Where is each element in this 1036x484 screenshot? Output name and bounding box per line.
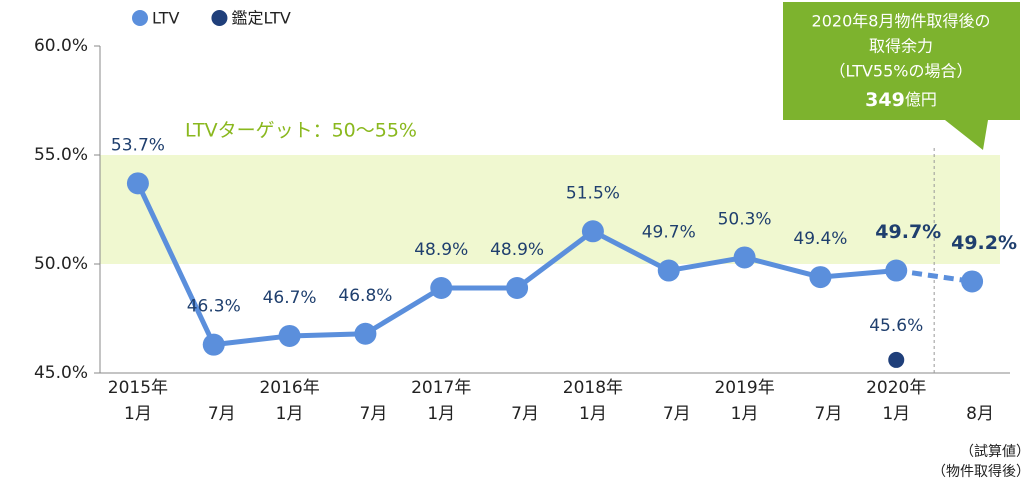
- legend-marker: [211, 10, 228, 26]
- x-tick-label: 1月: [124, 404, 152, 424]
- legend-label: 鑑定LTV: [231, 9, 290, 28]
- callout-line: 取得余力: [869, 37, 933, 56]
- value-label: 49.4%: [793, 229, 847, 249]
- x-tick-label: 1月: [427, 404, 455, 424]
- legend-marker: [132, 10, 148, 26]
- x-tick-label: 1月: [731, 404, 759, 424]
- x-tick-label: 7月: [815, 404, 843, 424]
- x-tick-label: 2019年: [714, 378, 774, 398]
- point: [278, 324, 301, 347]
- y-tick-label: 50.0%: [34, 254, 88, 274]
- value-label: 49.7%: [642, 223, 696, 243]
- note: （物件取得後）: [932, 463, 1030, 480]
- callout-amount: 349億円: [865, 89, 937, 111]
- point: [733, 246, 756, 269]
- value-label: 48.9%: [414, 240, 468, 260]
- value-label: 51.5%: [566, 183, 620, 203]
- point: [809, 266, 832, 289]
- point: [126, 172, 149, 195]
- note: （試算値）: [960, 444, 1030, 460]
- x-tick-label: 7月: [663, 404, 691, 424]
- value-label: 46.3%: [187, 297, 241, 317]
- x-tick-label: 1月: [579, 404, 607, 424]
- value-label: 46.7%: [263, 288, 317, 308]
- y-tick-label: 45.0%: [34, 363, 88, 383]
- x-tick-label: 2016年: [259, 378, 319, 398]
- line-projected: [895, 268, 973, 284]
- point: [202, 333, 225, 356]
- x-tick-label: 8月: [966, 404, 994, 424]
- x-tick-label: 2017年: [411, 378, 471, 398]
- point: [581, 220, 604, 243]
- point: [430, 276, 453, 299]
- point: [657, 259, 680, 282]
- x-tick-label: 7月: [511, 404, 539, 424]
- target-band: [100, 155, 1000, 264]
- point: [354, 322, 377, 345]
- value-label: 49.2%: [951, 232, 1017, 254]
- x-tick-label: 7月: [360, 404, 388, 424]
- value-label: 46.8%: [338, 286, 392, 306]
- callout-line: 2020年8月物件取得後の: [812, 12, 991, 31]
- value-label: 49.7%: [875, 221, 941, 243]
- callout-number: 349: [865, 89, 905, 111]
- callout-box: [783, 2, 1020, 150]
- target-label: LTVターゲット：50〜55%: [185, 120, 417, 142]
- callout-line: （LTV55%の場合）: [830, 62, 973, 81]
- x-tick-label: 2018年: [563, 378, 623, 398]
- y-tick-label: 55.0%: [34, 145, 88, 165]
- value-label: 48.9%: [490, 240, 544, 260]
- point: [888, 351, 905, 368]
- x-tick-label: 7月: [208, 404, 236, 424]
- x-tick-label: 2015年: [108, 378, 168, 398]
- callout-unit: 億円: [905, 90, 937, 109]
- y-tick-label: 60.0%: [34, 36, 88, 56]
- value-label: 50.3%: [718, 209, 772, 229]
- point: [885, 259, 908, 282]
- value-label: 45.6%: [869, 316, 923, 336]
- point: [506, 276, 529, 299]
- x-tick-label: 1月: [276, 404, 304, 424]
- point: [961, 270, 984, 293]
- value-label: 53.7%: [111, 135, 165, 155]
- x-tick-label: 2020年: [866, 378, 926, 398]
- x-tick-label: 1月: [882, 404, 910, 424]
- legend-label: LTV: [152, 9, 179, 28]
